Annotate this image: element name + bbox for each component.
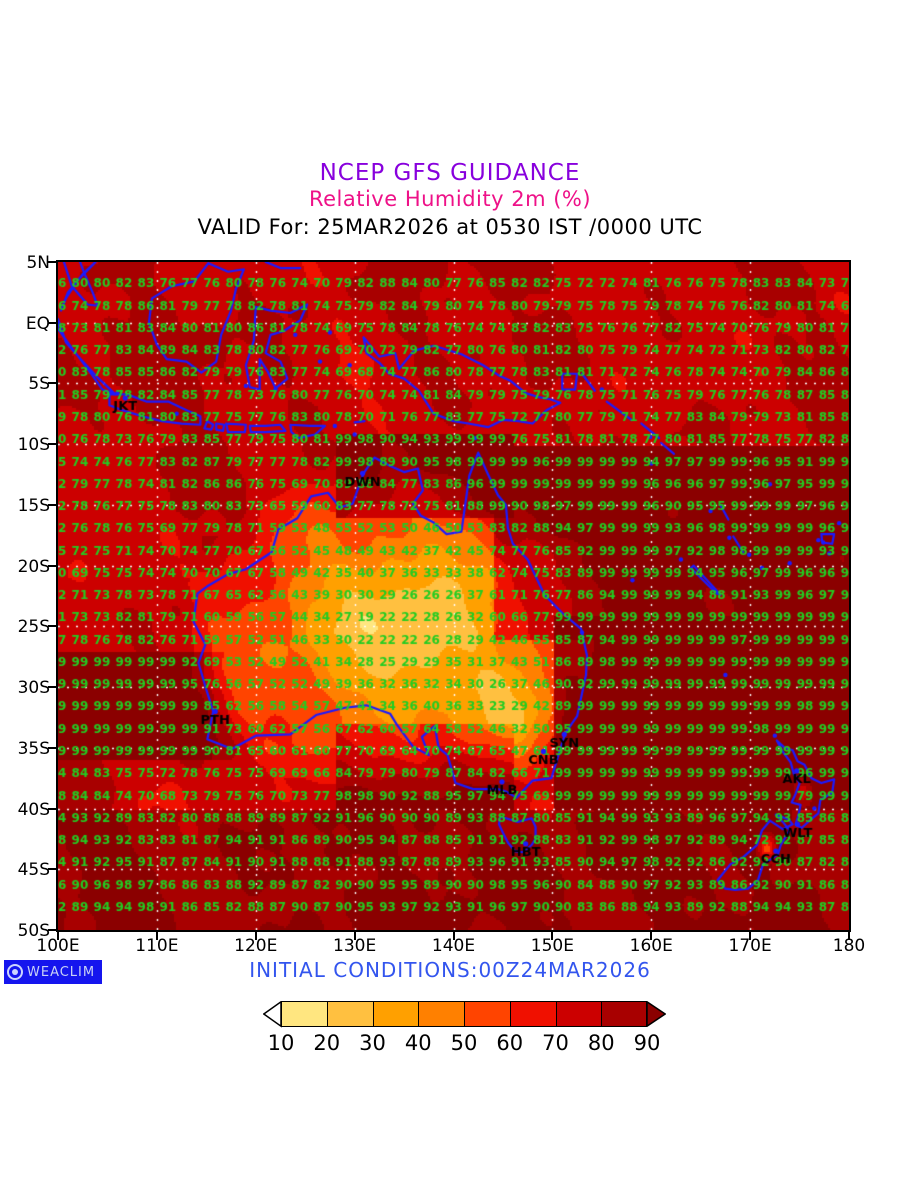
- x-tick: [848, 932, 850, 940]
- colorbar-tick-label: 80: [587, 1031, 615, 1055]
- y-tick: [48, 746, 56, 749]
- x-tick: [650, 932, 653, 940]
- colorbar-segment: [372, 1001, 419, 1027]
- y-axis-label: 45S: [17, 860, 50, 881]
- x-axis-label: 100E: [36, 936, 80, 956]
- colorbar-segment: [418, 1001, 464, 1027]
- x-axis-label: 160E: [629, 936, 673, 956]
- x-axis-label: 110E: [135, 936, 179, 956]
- y-tick: [48, 625, 56, 628]
- colorbar-tick-label: 10: [267, 1031, 295, 1055]
- x-axis-label: 120E: [234, 936, 278, 956]
- colorbar-right-cap: [646, 1000, 667, 1028]
- x-tick: [551, 932, 554, 940]
- model-title: NCEP GFS GUIDANCE: [319, 160, 581, 186]
- x-axis-label: 150E: [530, 936, 574, 956]
- colorbar-segment: [281, 1001, 327, 1027]
- y-tick: [48, 807, 56, 810]
- colorbar-tick-label: 60: [496, 1031, 524, 1055]
- y-axis-label: 40S: [17, 799, 50, 820]
- x-axis-label: 140E: [431, 936, 476, 956]
- colorbar-tick-label: 30: [359, 1031, 386, 1055]
- colorbar-tick-label: 90: [633, 1031, 661, 1055]
- x-axis-label: 170E: [728, 936, 772, 956]
- colorbar-tick-label: 70: [542, 1031, 569, 1055]
- y-tick: [48, 443, 56, 446]
- y-axis-label: 30S: [17, 678, 50, 699]
- y-tick: [48, 321, 56, 324]
- y-tick: [48, 382, 56, 385]
- weaclim-logo: WEACLIM: [4, 960, 102, 984]
- y-axis-label: 20S: [17, 556, 50, 577]
- colorbar-left-cap: [262, 1000, 282, 1028]
- colorbar-segment: [509, 1001, 556, 1027]
- y-axis-label: 10S: [17, 435, 50, 456]
- x-axis-label: 180: [832, 936, 866, 956]
- city-label-layer: [58, 262, 849, 930]
- y-axis-label: 15S: [17, 495, 50, 516]
- x-tick: [254, 932, 257, 940]
- y-axis-label: 25S: [17, 617, 50, 638]
- colorbar-segment: [326, 1001, 373, 1027]
- colorbar-tick-label: 50: [450, 1031, 478, 1055]
- y-tick: [48, 686, 56, 689]
- copyright-icon: [7, 964, 23, 980]
- y-tick: [48, 503, 56, 506]
- x-axis-label: 130E: [333, 936, 377, 956]
- x-tick: [155, 932, 158, 940]
- colorbar-segment: [555, 1001, 602, 1027]
- y-axis-label: 50S: [17, 921, 50, 941]
- colorbar-tick-label: 40: [404, 1031, 432, 1055]
- y-axis-label: 5S: [28, 374, 50, 395]
- colorbar-segment: [464, 1001, 510, 1027]
- colorbar-segment: [601, 1001, 647, 1027]
- x-tick: [749, 932, 752, 940]
- humidity-map-plot: [56, 260, 851, 932]
- y-axis-label: 35S: [17, 738, 50, 759]
- x-tick: [452, 932, 455, 940]
- x-tick: [57, 932, 59, 940]
- colorbar: 10 20 30 40 50 60 70 80 90: [262, 1000, 667, 1055]
- logo-label: WEACLIM: [27, 964, 96, 980]
- colorbar-tick-label: 20: [313, 1031, 341, 1055]
- x-tick: [353, 932, 356, 940]
- y-axis-label: 5N: [26, 253, 50, 273]
- valid-time-title: VALID For: 25MAR2026 at 0530 IST /0000 U…: [197, 215, 703, 239]
- y-tick: [48, 868, 56, 871]
- y-axis-label: EQ: [25, 313, 50, 334]
- y-tick: [48, 261, 56, 263]
- y-tick: [48, 929, 56, 931]
- y-tick: [48, 564, 56, 567]
- chart-title-block: NCEP GFS GUIDANCE Relative Humidity 2m (…: [0, 160, 900, 242]
- variable-title: Relative Humidity 2m (%): [308, 187, 592, 211]
- initial-conditions-caption: INITIAL CONDITIONS:00Z24MAR2026: [249, 958, 651, 982]
